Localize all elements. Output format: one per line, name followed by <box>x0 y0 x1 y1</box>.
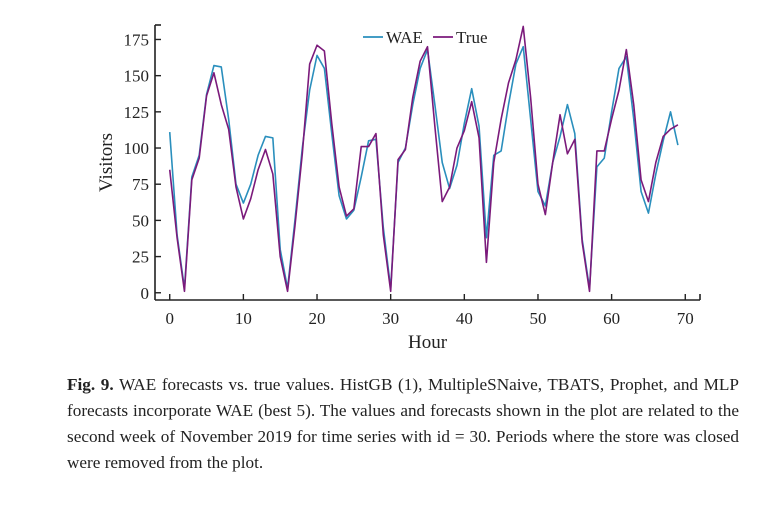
caption-text: WAE forecasts vs. true values. HistGB (1… <box>67 375 739 472</box>
x-tick-label: 50 <box>529 309 546 328</box>
x-tick-label: 70 <box>677 309 694 328</box>
y-tick-label: 100 <box>124 139 150 158</box>
y-axis-title: Visitors <box>96 133 117 192</box>
legend-label-wae: WAE <box>386 28 423 47</box>
x-tick-label: 60 <box>603 309 620 328</box>
x-tick-label: 10 <box>235 309 252 328</box>
x-tick-label: 0 <box>165 309 174 328</box>
y-tick-label: 25 <box>132 248 149 267</box>
axes: 0 25 50 75 100 125 150 175 0 10 20 30 40 50 60 70 <box>124 24 701 328</box>
legend-label-true: True <box>456 28 488 47</box>
figure-caption: Fig. 9. WAE forecasts vs. true values. H… <box>67 372 739 476</box>
y-tick-label: 75 <box>132 175 149 194</box>
legend: WAE True <box>363 28 488 47</box>
y-tick-label: 150 <box>124 67 150 86</box>
y-tick-label: 0 <box>141 284 150 303</box>
y-tick-label: 175 <box>124 30 150 49</box>
series-lines <box>168 25 679 293</box>
x-tick-label: 40 <box>456 309 473 328</box>
y-tick-label: 50 <box>132 211 149 230</box>
series-line-true <box>168 25 679 293</box>
line-chart: 0 25 50 75 100 125 150 175 0 10 20 30 40 50 60 70 WAE Tr… <box>96 24 701 350</box>
series-line-wae <box>168 45 679 290</box>
x-tick-label: 30 <box>382 309 399 328</box>
y-tick-label: 125 <box>124 103 150 122</box>
x-axis-title: Hour <box>408 332 448 350</box>
figure-label: Fig. 9. <box>67 375 114 394</box>
x-tick-label: 20 <box>309 309 326 328</box>
